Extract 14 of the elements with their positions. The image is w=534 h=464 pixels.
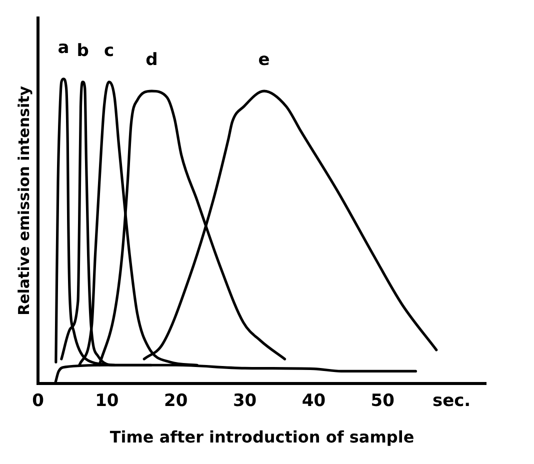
series-label: b <box>76 40 89 61</box>
x-tick-label: 40 <box>302 391 326 412</box>
series-label: d <box>146 50 158 70</box>
series-label: a <box>58 38 70 58</box>
x-tick-label: sec. <box>432 391 471 412</box>
x-tick-label: 0 <box>32 391 44 412</box>
x-tick-label: 10 <box>95 391 119 412</box>
x-tick-label: 50 <box>370 391 395 412</box>
x-tick-label: 20 <box>164 391 188 412</box>
series-label: e <box>258 50 270 70</box>
y-axis-title: Relative emission intensity <box>14 86 33 316</box>
x-tick-label: 30 <box>232 391 257 412</box>
x-axis-title: Time after introduction of sample <box>110 428 414 447</box>
series-label: c <box>104 40 114 61</box>
